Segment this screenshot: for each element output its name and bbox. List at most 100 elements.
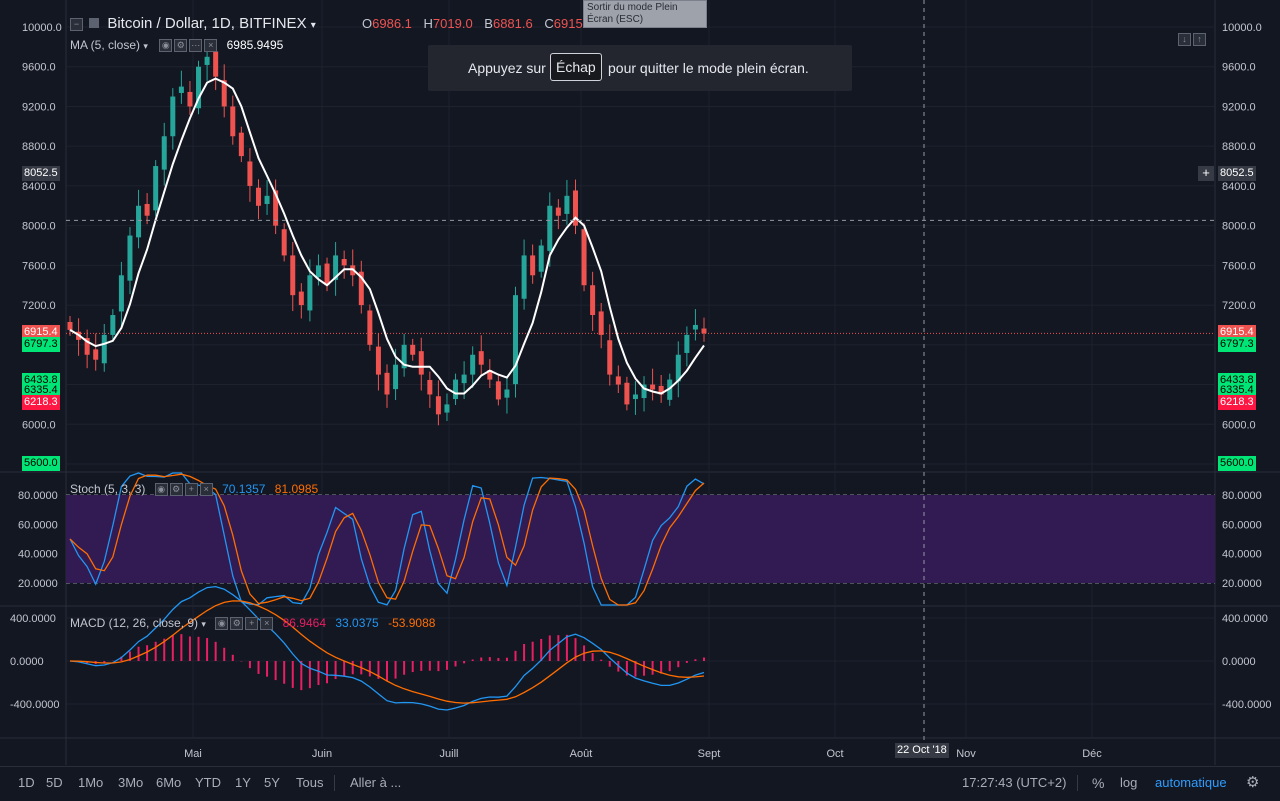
macd-line xyxy=(69,585,705,711)
stoch-label[interactable]: Stoch (5, 3, 3) xyxy=(70,482,146,496)
candle-body xyxy=(307,275,313,311)
close-icon[interactable]: × xyxy=(204,39,218,53)
price-marker-green1-left: 6797.3 xyxy=(22,337,60,353)
candle-body xyxy=(401,344,407,369)
macd-hist-value: 86.9464 xyxy=(282,616,326,630)
price-tick-left: 7200.0 xyxy=(22,300,56,312)
collapse-icon[interactable]: − xyxy=(70,17,83,31)
clock: 17:27:43 (UTC+2) xyxy=(962,775,1067,790)
stoch-tick-left: 60.0000 xyxy=(18,519,58,531)
price-marker-red-left: 6218.3 xyxy=(22,394,60,410)
gear-icon[interactable]: ⚙ xyxy=(1246,774,1260,791)
settings-icon[interactable]: ⚙ xyxy=(230,617,244,631)
candle-body xyxy=(650,384,656,390)
time-tick: Juill xyxy=(440,748,459,760)
add-alert-icon[interactable]: + xyxy=(1198,166,1214,181)
price-marker-green3-left: 6335.4 xyxy=(22,382,60,398)
candle-body xyxy=(581,229,587,286)
candle-body xyxy=(110,315,116,335)
symbol-label[interactable]: Bitcoin / Dollar, 1D, BITFINEX xyxy=(107,15,307,32)
candle-body xyxy=(161,136,167,170)
close-icon[interactable]: × xyxy=(199,483,213,497)
candle-body xyxy=(238,132,244,157)
candle-body xyxy=(324,263,330,286)
range-button-ytd[interactable]: YTD xyxy=(195,775,221,790)
ohlc-values: O6986.1 H7019.0 B6881.6 C6915.4 xyxy=(362,16,594,31)
price-tick-left: 10000.0 xyxy=(22,22,62,34)
percent-toggle[interactable]: % xyxy=(1092,775,1105,791)
candle-body xyxy=(624,382,630,405)
stoch-tick-right: 20.0000 xyxy=(1222,578,1262,590)
ma-line xyxy=(69,77,705,395)
macd-legend[interactable]: MACD (12, 26, close, 9) ▾ ◉ ⚙ + × 86.9464 3… xyxy=(70,616,435,631)
ma-legend[interactable]: MA (5, close) ▾ ◉ ⚙ ⋯ × 6985.9495 xyxy=(70,38,284,53)
price-tick-right: 8000.0 xyxy=(1222,221,1256,233)
candle-body xyxy=(358,271,364,306)
eye-icon[interactable]: ◉ xyxy=(159,39,173,53)
candle-body xyxy=(495,381,501,400)
macd-tick-right: 0.0000 xyxy=(1222,656,1256,668)
macd-signal-line xyxy=(69,600,705,704)
candle-body xyxy=(555,207,561,216)
macd-tick-right: -400.0000 xyxy=(1222,699,1272,711)
chevron-down-icon[interactable]: ▾ xyxy=(310,20,316,31)
stoch-tick-right: 80.0000 xyxy=(1222,490,1262,502)
macd-tick-right: 400.0000 xyxy=(1222,613,1268,625)
range-button-5d[interactable]: 5D xyxy=(46,775,63,790)
candle-body xyxy=(127,235,133,281)
chevron-down-icon[interactable]: ▾ xyxy=(201,619,206,629)
price-marker-green4-left: 5600.0 xyxy=(22,456,60,471)
price-tick-right: 8800.0 xyxy=(1222,141,1256,153)
symbol-title[interactable]: − Bitcoin / Dollar, 1D, BITFINEX ▾ xyxy=(70,15,316,32)
candle-body xyxy=(187,91,193,107)
chevron-down-icon[interactable]: ▾ xyxy=(143,41,148,51)
more-icon[interactable]: ⋯ xyxy=(189,39,203,53)
price-marker-red-right: 6218.3 xyxy=(1218,394,1256,410)
macd-tick-left: 0.0000 xyxy=(10,656,44,668)
candle-body xyxy=(290,255,296,296)
candle-body xyxy=(384,372,390,395)
range-button-1d[interactable]: 1D xyxy=(18,775,35,790)
range-button-1y[interactable]: 1Y xyxy=(235,775,251,790)
price-marker-last-right: 6915.4 xyxy=(1218,325,1256,341)
candle-body xyxy=(504,389,510,398)
candle-body xyxy=(470,354,476,375)
candle-body xyxy=(153,166,159,211)
candle-body xyxy=(521,255,527,299)
candle-body xyxy=(598,311,604,335)
close-icon[interactable]: × xyxy=(260,617,274,631)
stoch-d-value: 81.0985 xyxy=(274,482,319,496)
time-tick: Sept xyxy=(698,748,721,760)
range-button-1mo[interactable]: 1Mo xyxy=(78,775,104,790)
range-button-tous[interactable]: Tous xyxy=(296,775,324,790)
settings-icon[interactable]: ⚙ xyxy=(174,39,188,53)
arrow-down-icon[interactable]: ↓ xyxy=(1178,33,1191,47)
range-button-5y[interactable]: 5Y xyxy=(264,775,280,790)
settings-icon[interactable]: ⚙ xyxy=(169,483,183,497)
auto-toggle[interactable]: automatique xyxy=(1155,775,1227,790)
macd-label[interactable]: MACD (12, 26, close, 9) xyxy=(70,616,199,630)
price-marker-green4-right: 5600.0 xyxy=(1218,456,1256,471)
log-toggle[interactable]: log xyxy=(1120,775,1138,790)
plus-icon[interactable]: + xyxy=(184,483,198,497)
arrow-up-icon[interactable]: ↑ xyxy=(1193,33,1206,47)
price-tick-left: 7600.0 xyxy=(22,260,56,272)
stoch-tick-left: 80.0000 xyxy=(18,490,58,502)
eye-icon[interactable]: ◉ xyxy=(215,617,229,631)
crosshair-price-right: 8052.5 xyxy=(1218,166,1256,181)
eye-icon[interactable]: ◉ xyxy=(154,483,168,497)
ma-label[interactable]: MA (5, close) xyxy=(70,38,141,52)
range-button-6mo[interactable]: 6Mo xyxy=(156,775,182,790)
notice-text-before: Appuyez sur xyxy=(468,60,546,76)
stoch-lines xyxy=(69,472,705,606)
stoch-legend[interactable]: Stoch (5, 3, 3) ◉ ⚙ + × 70.1357 81.0985 xyxy=(70,482,319,497)
range-button-3mo[interactable]: 3Mo xyxy=(118,775,144,790)
candles xyxy=(67,42,707,426)
goto-button[interactable]: Aller à ... xyxy=(350,775,402,790)
candle-body xyxy=(118,275,124,312)
ma-value: 6985.9495 xyxy=(226,38,284,52)
pane-buttons[interactable]: ↓ ↑ xyxy=(1178,31,1208,49)
candle-body xyxy=(692,324,698,330)
plus-icon[interactable]: + xyxy=(245,617,259,631)
